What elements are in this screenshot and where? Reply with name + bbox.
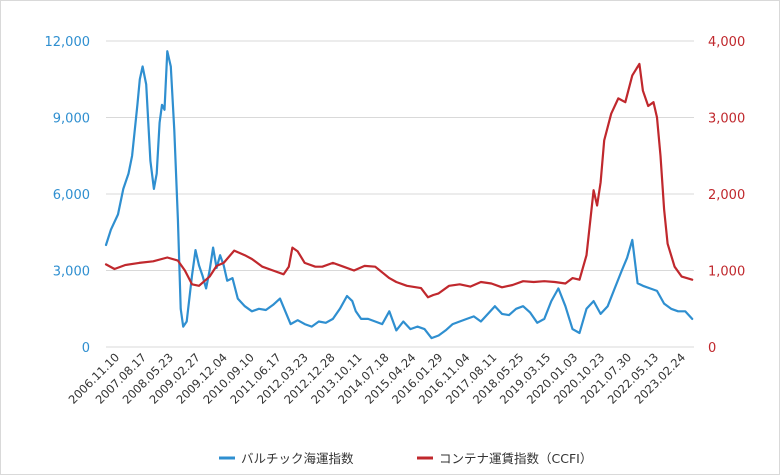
left-axis-ticks: 0 3,000 6,000 9,000 12,000: [45, 35, 91, 356]
gridlines: [106, 40, 694, 348]
left-tick-label: 9,000: [53, 112, 90, 127]
left-tick-label: 12,000: [45, 35, 91, 50]
series-line-ccfi: [104, 62, 694, 299]
left-tick-label: 6,000: [53, 188, 90, 203]
right-axis-ticks: 0 1,000 2,000 3,000 4,000: [708, 35, 745, 356]
right-tick-label: 4,000: [708, 35, 745, 50]
left-tick-label: 3,000: [53, 265, 90, 280]
right-tick-label: 2,000: [708, 188, 745, 203]
left-tick-label: 0: [82, 341, 90, 356]
legend-item-bdi-label: バルチック海運指数: [241, 451, 354, 466]
series-line-bdi: [104, 50, 694, 340]
right-tick-label: 0: [708, 341, 716, 356]
legend: バルチック海運指数 コンテナ運賃指数（CCFI）: [219, 451, 592, 466]
right-tick-label: 1,000: [708, 265, 745, 280]
right-tick-label: 3,000: [708, 112, 745, 127]
legend-item-ccfi-label: コンテナ運賃指数（CCFI）: [439, 451, 592, 466]
x-axis-ticks: 2006.11.102007.08.172008.05.232009.02.27…: [66, 350, 688, 406]
series-lines: [104, 50, 694, 340]
